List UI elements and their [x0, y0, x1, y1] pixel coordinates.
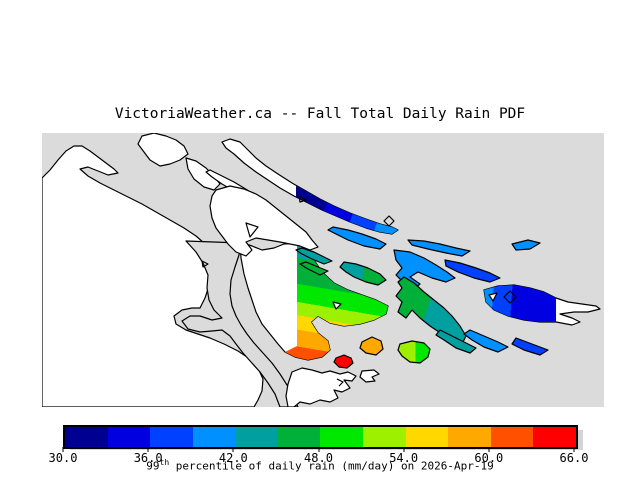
mayne-island — [327, 226, 387, 250]
victoria-bay-glyph — [336, 378, 344, 387]
lake-triangle-glyph — [332, 301, 342, 310]
saturna-north-sliver — [407, 239, 471, 257]
colorbar-segment — [363, 427, 406, 447]
colorbar-segment — [533, 427, 576, 447]
colorbar-segment — [490, 427, 534, 447]
galiano-station-glyph — [298, 195, 307, 203]
colorbar-tick — [62, 447, 64, 452]
colorbar-segment — [405, 427, 449, 447]
pender-islands — [393, 249, 456, 290]
galiano-island-data-region — [296, 186, 398, 234]
colorbar-segment — [448, 427, 491, 447]
colorbar-tick — [573, 447, 575, 452]
colorbar-segment — [277, 427, 321, 447]
station-diamond-marker — [503, 290, 517, 304]
caption-prefix: 99 — [146, 459, 160, 473]
map — [41, 132, 604, 408]
islet-west-of-san-juan — [488, 292, 498, 302]
portland-islet-north — [295, 247, 333, 265]
station-diamond-marker — [383, 215, 395, 227]
caption-rest: percentile of daily rain (mm/day) on 202… — [169, 459, 494, 473]
salt-spring-island — [209, 185, 319, 257]
map-canvas — [41, 132, 604, 408]
colorbar-segment — [235, 427, 278, 447]
white-islet-flag — [359, 369, 380, 383]
red-islet — [333, 354, 354, 369]
chartreuse-islet — [397, 340, 431, 364]
caption: 99th percentile of daily rain (mm/day) o… — [0, 458, 640, 473]
colorbar-tick-label: 30.0 — [48, 451, 78, 465]
colorbar-tick — [488, 447, 490, 452]
colorbar-tick-label: 60.0 — [474, 451, 504, 465]
san-juan-data-region — [484, 285, 556, 322]
orange-islet — [359, 336, 384, 356]
colorbar — [63, 425, 578, 449]
vancouver-island-mainland — [41, 145, 264, 408]
st-mary-lake-glyph — [245, 222, 259, 238]
colorbar-segment — [192, 427, 236, 447]
colorbar-tick — [403, 447, 405, 452]
colorbar-tick — [318, 447, 319, 452]
colorbar-segment — [107, 427, 151, 447]
colorbar-tick-label: 42.0 — [218, 451, 248, 465]
saturna-island — [444, 259, 501, 283]
colorbar-tick-label: 66.0 — [559, 451, 589, 465]
stream-glyph — [201, 260, 209, 268]
island-northwest-b — [185, 157, 221, 191]
colorbar-tick-label: 36.0 — [133, 451, 163, 465]
caption-superscript: th — [159, 458, 170, 467]
tumbo-sliver — [511, 239, 541, 251]
colorbar-segment — [150, 427, 193, 447]
colorbar-tick — [147, 447, 149, 452]
sidney-islet-blue — [463, 329, 509, 353]
colorbar-tick-label: 48.0 — [304, 451, 333, 465]
colorbar-segment — [65, 427, 108, 447]
portland-islet-south — [299, 261, 329, 276]
lopez-islet — [511, 337, 549, 356]
page-title: VictoriaWeather.ca -- Fall Total Daily R… — [114, 106, 526, 122]
colorbar-tick-label: 54.0 — [389, 451, 419, 465]
prevost-island — [339, 261, 387, 286]
sidney-islet-teal — [435, 329, 477, 354]
island-northwest-a — [137, 132, 189, 167]
saanich-peninsula-data-region — [285, 243, 388, 360]
colorbar-ticks: 30.0 36.0 42.0 48.0 54.0 60.0 66.0 — [49, 447, 588, 467]
colorbar-segment — [320, 427, 364, 447]
saanich-inlet — [181, 240, 299, 408]
colorbar-tick — [232, 447, 234, 452]
